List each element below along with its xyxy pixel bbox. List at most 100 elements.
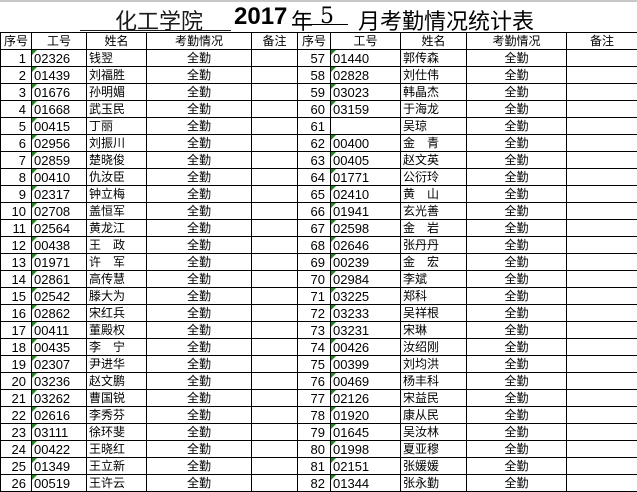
attendance-cell[interactable]: 全勤: [146, 151, 252, 169]
employee-id-cell[interactable]: 00405: [330, 151, 401, 169]
remark-cell[interactable]: [251, 474, 298, 492]
seq-cell[interactable]: 77: [297, 389, 331, 407]
seq-cell[interactable]: 21: [0, 389, 32, 407]
remark-cell[interactable]: [566, 151, 637, 169]
attendance-cell[interactable]: 全勤: [466, 287, 567, 305]
attendance-cell[interactable]: 全勤: [466, 457, 567, 475]
remark-cell[interactable]: [251, 185, 298, 203]
employee-id-cell[interactable]: 00426: [330, 338, 401, 356]
name-cell[interactable]: 玄光善: [400, 202, 467, 220]
header-cell[interactable]: 备注: [566, 32, 637, 50]
name-cell[interactable]: 刘仕伟: [400, 66, 467, 84]
attendance-cell[interactable]: 全勤: [466, 253, 567, 271]
employee-id-cell[interactable]: 01771: [330, 168, 401, 186]
employee-id-cell[interactable]: 02859: [31, 151, 87, 169]
remark-cell[interactable]: [251, 168, 298, 186]
remark-cell[interactable]: [566, 49, 637, 67]
attendance-cell[interactable]: 全勤: [466, 372, 567, 390]
employee-id-cell[interactable]: 03225: [330, 287, 401, 305]
seq-cell[interactable]: 19: [0, 355, 32, 373]
name-cell[interactable]: 刘振川: [86, 134, 147, 152]
name-cell[interactable]: 仇汝臣: [86, 168, 147, 186]
seq-cell[interactable]: 17: [0, 321, 32, 339]
remark-cell[interactable]: [251, 253, 298, 271]
name-cell[interactable]: 吴琼: [400, 117, 467, 135]
name-cell[interactable]: 吴祥根: [400, 304, 467, 322]
seq-cell[interactable]: 80: [297, 440, 331, 458]
name-cell[interactable]: 武玉民: [86, 100, 147, 118]
remark-cell[interactable]: [251, 219, 298, 237]
name-cell[interactable]: 李斌: [400, 270, 467, 288]
remark-cell[interactable]: [251, 151, 298, 169]
attendance-cell[interactable]: 全勤: [466, 423, 567, 441]
employee-id-cell[interactable]: 03023: [330, 83, 401, 101]
remark-cell[interactable]: [566, 66, 637, 84]
name-cell[interactable]: 赵文鹏: [86, 372, 147, 390]
name-cell[interactable]: 金 岩: [400, 219, 467, 237]
header-cell[interactable]: 考勤情况: [466, 32, 567, 50]
seq-cell[interactable]: 65: [297, 185, 331, 203]
remark-cell[interactable]: [566, 202, 637, 220]
employee-id-cell[interactable]: 00239: [330, 253, 401, 271]
employee-id-cell[interactable]: 02646: [330, 236, 401, 254]
remark-cell[interactable]: [251, 457, 298, 475]
seq-cell[interactable]: 61: [297, 117, 331, 135]
employee-id-cell[interactable]: 00422: [31, 440, 87, 458]
header-cell[interactable]: 序号: [0, 32, 32, 50]
attendance-cell[interactable]: 全勤: [146, 253, 252, 271]
employee-id-cell[interactable]: 00415: [31, 117, 87, 135]
seq-cell[interactable]: 59: [297, 83, 331, 101]
employee-id-cell[interactable]: 01440: [330, 49, 401, 67]
employee-id-cell[interactable]: 02542: [31, 287, 87, 305]
seq-cell[interactable]: 67: [297, 219, 331, 237]
attendance-cell[interactable]: 全勤: [146, 474, 252, 492]
seq-cell[interactable]: 57: [297, 49, 331, 67]
header-cell[interactable]: 姓名: [86, 32, 147, 50]
remark-cell[interactable]: [566, 457, 637, 475]
remark-cell[interactable]: [251, 270, 298, 288]
remark-cell[interactable]: [566, 117, 637, 135]
name-cell[interactable]: 王立新: [86, 457, 147, 475]
remark-cell[interactable]: [566, 236, 637, 254]
remark-cell[interactable]: [251, 355, 298, 373]
name-cell[interactable]: 刘均洪: [400, 355, 467, 373]
remark-cell[interactable]: [251, 372, 298, 390]
attendance-cell[interactable]: 全勤: [146, 219, 252, 237]
attendance-cell[interactable]: 全勤: [146, 49, 252, 67]
seq-cell[interactable]: 74: [297, 338, 331, 356]
seq-cell[interactable]: 58: [297, 66, 331, 84]
employee-id-cell[interactable]: 02151: [330, 457, 401, 475]
attendance-cell[interactable]: 全勤: [146, 406, 252, 424]
seq-cell[interactable]: 78: [297, 406, 331, 424]
seq-cell[interactable]: 9: [0, 185, 32, 203]
remark-cell[interactable]: [251, 202, 298, 220]
employee-id-cell[interactable]: 02616: [31, 406, 87, 424]
attendance-cell[interactable]: 全勤: [146, 321, 252, 339]
employee-id-cell[interactable]: 01920: [330, 406, 401, 424]
name-cell[interactable]: 孙明媚: [86, 83, 147, 101]
seq-cell[interactable]: 81: [297, 457, 331, 475]
name-cell[interactable]: 宋红兵: [86, 304, 147, 322]
seq-cell[interactable]: 23: [0, 423, 32, 441]
attendance-cell[interactable]: 全勤: [466, 355, 567, 373]
seq-cell[interactable]: 76: [297, 372, 331, 390]
attendance-cell[interactable]: 全勤: [146, 304, 252, 322]
seq-cell[interactable]: 25: [0, 457, 32, 475]
attendance-cell[interactable]: 全勤: [466, 304, 567, 322]
name-cell[interactable]: 黄龙江: [86, 219, 147, 237]
attendance-cell[interactable]: 全勤: [466, 321, 567, 339]
name-cell[interactable]: 李 宁: [86, 338, 147, 356]
name-cell[interactable]: 楚晓俊: [86, 151, 147, 169]
attendance-cell[interactable]: 全勤: [466, 185, 567, 203]
employee-id-cell[interactable]: 02828: [330, 66, 401, 84]
employee-id-cell[interactable]: 02307: [31, 355, 87, 373]
remark-cell[interactable]: [566, 389, 637, 407]
employee-id-cell[interactable]: 00519: [31, 474, 87, 492]
seq-cell[interactable]: 16: [0, 304, 32, 322]
seq-cell[interactable]: 82: [297, 474, 331, 492]
seq-cell[interactable]: 8: [0, 168, 32, 186]
remark-cell[interactable]: [566, 321, 637, 339]
name-cell[interactable]: 韩晶杰: [400, 83, 467, 101]
employee-id-cell[interactable]: 03233: [330, 304, 401, 322]
name-cell[interactable]: 吴汝林: [400, 423, 467, 441]
